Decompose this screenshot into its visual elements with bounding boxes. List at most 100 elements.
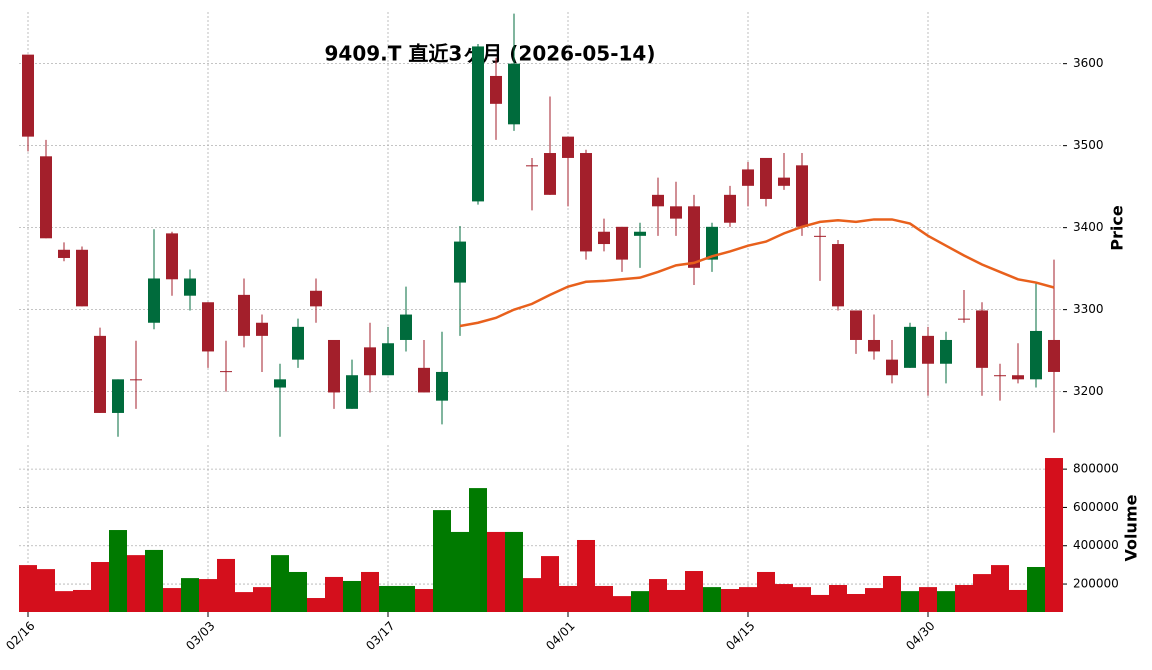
volume-bar: [109, 530, 127, 612]
x-tick-label: 02/16: [3, 619, 37, 653]
chart-title: 9409.T 直近3ヶ月 (2026-05-14): [325, 42, 656, 66]
candle-body: [904, 326, 916, 368]
volume-bar: [415, 589, 433, 612]
candle-body: [490, 75, 502, 104]
volume-bar: [289, 571, 307, 612]
volume-bar: [703, 587, 721, 612]
candle-body: [598, 231, 610, 245]
x-tick-label: 03/17: [363, 619, 397, 653]
volume-bar: [793, 587, 811, 612]
candle-body: [202, 302, 214, 352]
volume-bar: [847, 593, 865, 612]
volume-bar: [541, 556, 559, 612]
volume-bar: [757, 571, 775, 612]
volume-bar: [523, 578, 541, 612]
moving-average-line: [459, 218, 1055, 328]
y-tick-label: 600000: [1073, 500, 1119, 514]
candle-body: [724, 194, 736, 223]
candle-body: [562, 136, 574, 158]
candle-body: [130, 379, 142, 381]
candle-body: [166, 233, 178, 280]
volume-bar: [235, 592, 253, 612]
volume-bar: [433, 510, 451, 612]
candle-body: [508, 63, 520, 125]
candle-body: [454, 241, 466, 283]
volume-bar: [667, 589, 685, 612]
candle-body: [418, 367, 430, 393]
volume-bar: [469, 488, 487, 612]
x-tick-label: 04/15: [723, 619, 757, 653]
candle-body: [436, 371, 448, 401]
volume-bar: [613, 596, 631, 612]
candle-body: [274, 379, 286, 388]
volume-bar: [19, 565, 37, 612]
volume-bar: [325, 576, 343, 612]
candle-body: [688, 206, 700, 268]
candle-body: [76, 249, 88, 307]
candle-body: [958, 318, 970, 320]
volume-bar: [685, 571, 703, 612]
candle-body: [238, 294, 250, 336]
volume-bar: [91, 562, 109, 612]
candle-body: [832, 244, 844, 307]
volume-bar: [163, 588, 181, 612]
candle-body: [310, 290, 322, 307]
volume-bar: [739, 587, 757, 612]
candle-body: [40, 156, 52, 239]
candle-body: [868, 339, 880, 352]
volume-bar: [649, 579, 667, 612]
candle-body: [544, 153, 556, 195]
volume-bar: [307, 598, 325, 612]
volume-bar: [1027, 566, 1045, 612]
volume-bar: [811, 594, 829, 612]
volume-bar: [1045, 458, 1063, 612]
candle-body: [922, 335, 934, 364]
candle-body: [850, 310, 862, 340]
candle-body: [742, 169, 754, 186]
candle-body: [814, 235, 826, 237]
volume-bar: [721, 589, 739, 612]
x-tick-label: 04/01: [543, 619, 577, 653]
x-tick-label: 03/03: [183, 619, 217, 653]
candle-body: [472, 46, 484, 202]
volume-bar: [127, 555, 145, 612]
volume-bar: [55, 591, 73, 612]
volume-bar: [559, 585, 577, 612]
candle-body: [976, 310, 988, 368]
volume-bar: [865, 588, 883, 612]
volume-bar: [73, 589, 91, 612]
candle-body: [670, 206, 682, 219]
candle-body: [58, 249, 70, 258]
candle-body: [382, 343, 394, 376]
volume-bar: [1009, 589, 1027, 612]
volume-bar: [883, 575, 901, 612]
candle-body: [220, 371, 232, 373]
candle-body: [1012, 375, 1024, 380]
volume-bar: [253, 587, 271, 612]
candle-body: [796, 165, 808, 227]
candle-body: [886, 359, 898, 376]
y-axis-label: Price: [1108, 205, 1127, 251]
volume-bar: [991, 565, 1009, 612]
y-tick-label: 3300: [1073, 302, 1104, 316]
candle-body: [994, 375, 1006, 377]
candle-body: [148, 278, 160, 323]
volume-bar: [829, 584, 847, 612]
volume-bar: [505, 531, 523, 612]
volume-bar: [937, 591, 955, 612]
candle-body: [778, 177, 790, 186]
volume-bar: [217, 558, 235, 612]
candle-body: [1048, 339, 1060, 372]
y-tick-label: 200000: [1073, 577, 1119, 591]
y-tick-label: 400000: [1073, 538, 1119, 552]
y-tick-label: 3600: [1073, 56, 1104, 70]
volume-bar: [145, 549, 163, 612]
volume-bar: [361, 571, 379, 612]
y-tick-label: 3200: [1073, 384, 1104, 398]
volume-bar: [973, 574, 991, 612]
volume-bar: [631, 591, 649, 612]
volume-bar: [775, 584, 793, 612]
volume-bar: [343, 580, 361, 612]
candle-body: [580, 153, 592, 252]
candle-body: [526, 165, 538, 167]
